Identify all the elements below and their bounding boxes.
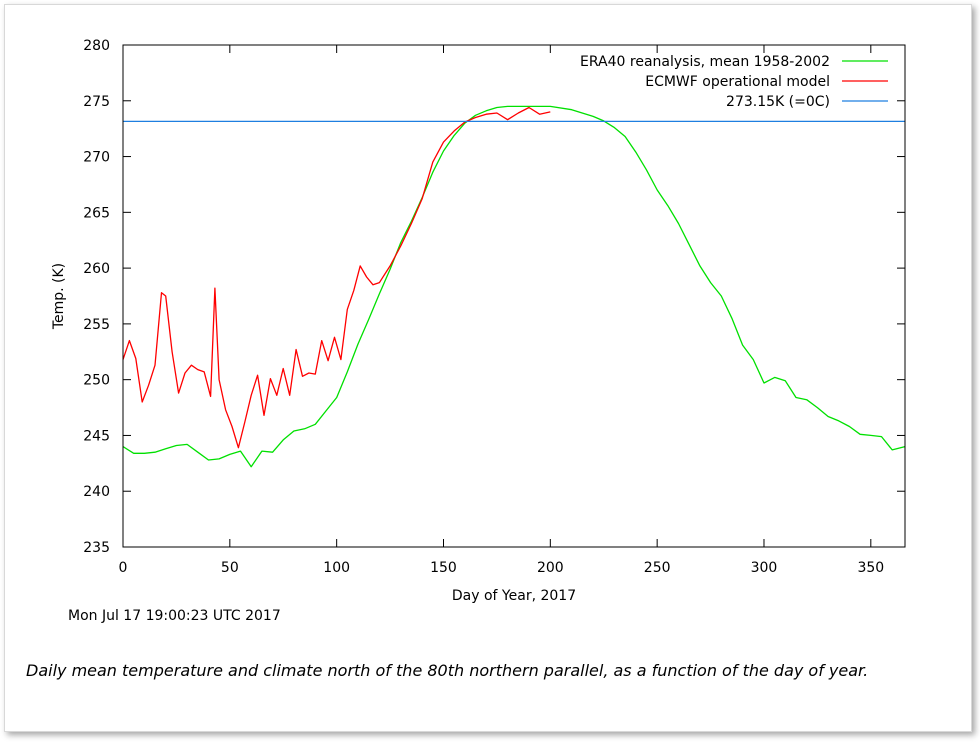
- y-tick-labels: 235 240 245 250 255 260 265 270 275 280: [83, 38, 110, 556]
- x-tick-label: 350: [857, 560, 884, 576]
- y-axis-label: Temp. (K): [51, 263, 67, 330]
- series-lines: [122, 105, 906, 468]
- y-tick-label: 265: [83, 205, 110, 221]
- y-tick-label: 260: [83, 261, 110, 277]
- legend-entry-ecmwf-label: ECMWF operational model: [645, 74, 830, 90]
- x-tick-label: 50: [221, 560, 239, 576]
- x-tick-label: 0: [119, 560, 128, 576]
- tick-marks: [122, 44, 905, 548]
- y-tick-label: 235: [83, 540, 110, 556]
- y-tick-label: 255: [83, 317, 110, 333]
- legend-entry-freezing-label: 273.15K (=0C): [726, 94, 830, 110]
- x-tick-labels: 0 50 100 150 200 250 300 350: [119, 560, 885, 576]
- ecmwf-series-line: [122, 106, 551, 449]
- x-tick-label: 100: [323, 560, 350, 576]
- y-tick-label: 245: [83, 428, 110, 444]
- y-tick-label: 280: [83, 38, 110, 54]
- x-tick-label: 150: [430, 560, 457, 576]
- y-tick-label: 270: [83, 150, 110, 166]
- timestamp: Mon Jul 17 19:00:23 UTC 2017: [68, 608, 281, 624]
- legend-entry-era40-label: ERA40 reanalysis, mean 1958-2002: [580, 54, 830, 70]
- legend: ERA40 reanalysis, mean 1958-2002 ECMWF op…: [580, 54, 888, 110]
- figure-caption: Daily mean temperature and climate north…: [26, 661, 869, 680]
- era40-series-line: [122, 105, 906, 468]
- x-tick-label: 250: [644, 560, 671, 576]
- y-tick-label: 275: [83, 94, 110, 110]
- figure-frame: [4, 4, 972, 732]
- plot-area-border: [122, 44, 906, 548]
- y-tick-label: 250: [83, 373, 110, 389]
- x-tick-label: 300: [751, 560, 778, 576]
- x-tick-label: 200: [537, 560, 564, 576]
- x-axis-label: Day of Year, 2017: [452, 588, 576, 604]
- y-tick-label: 240: [83, 484, 110, 500]
